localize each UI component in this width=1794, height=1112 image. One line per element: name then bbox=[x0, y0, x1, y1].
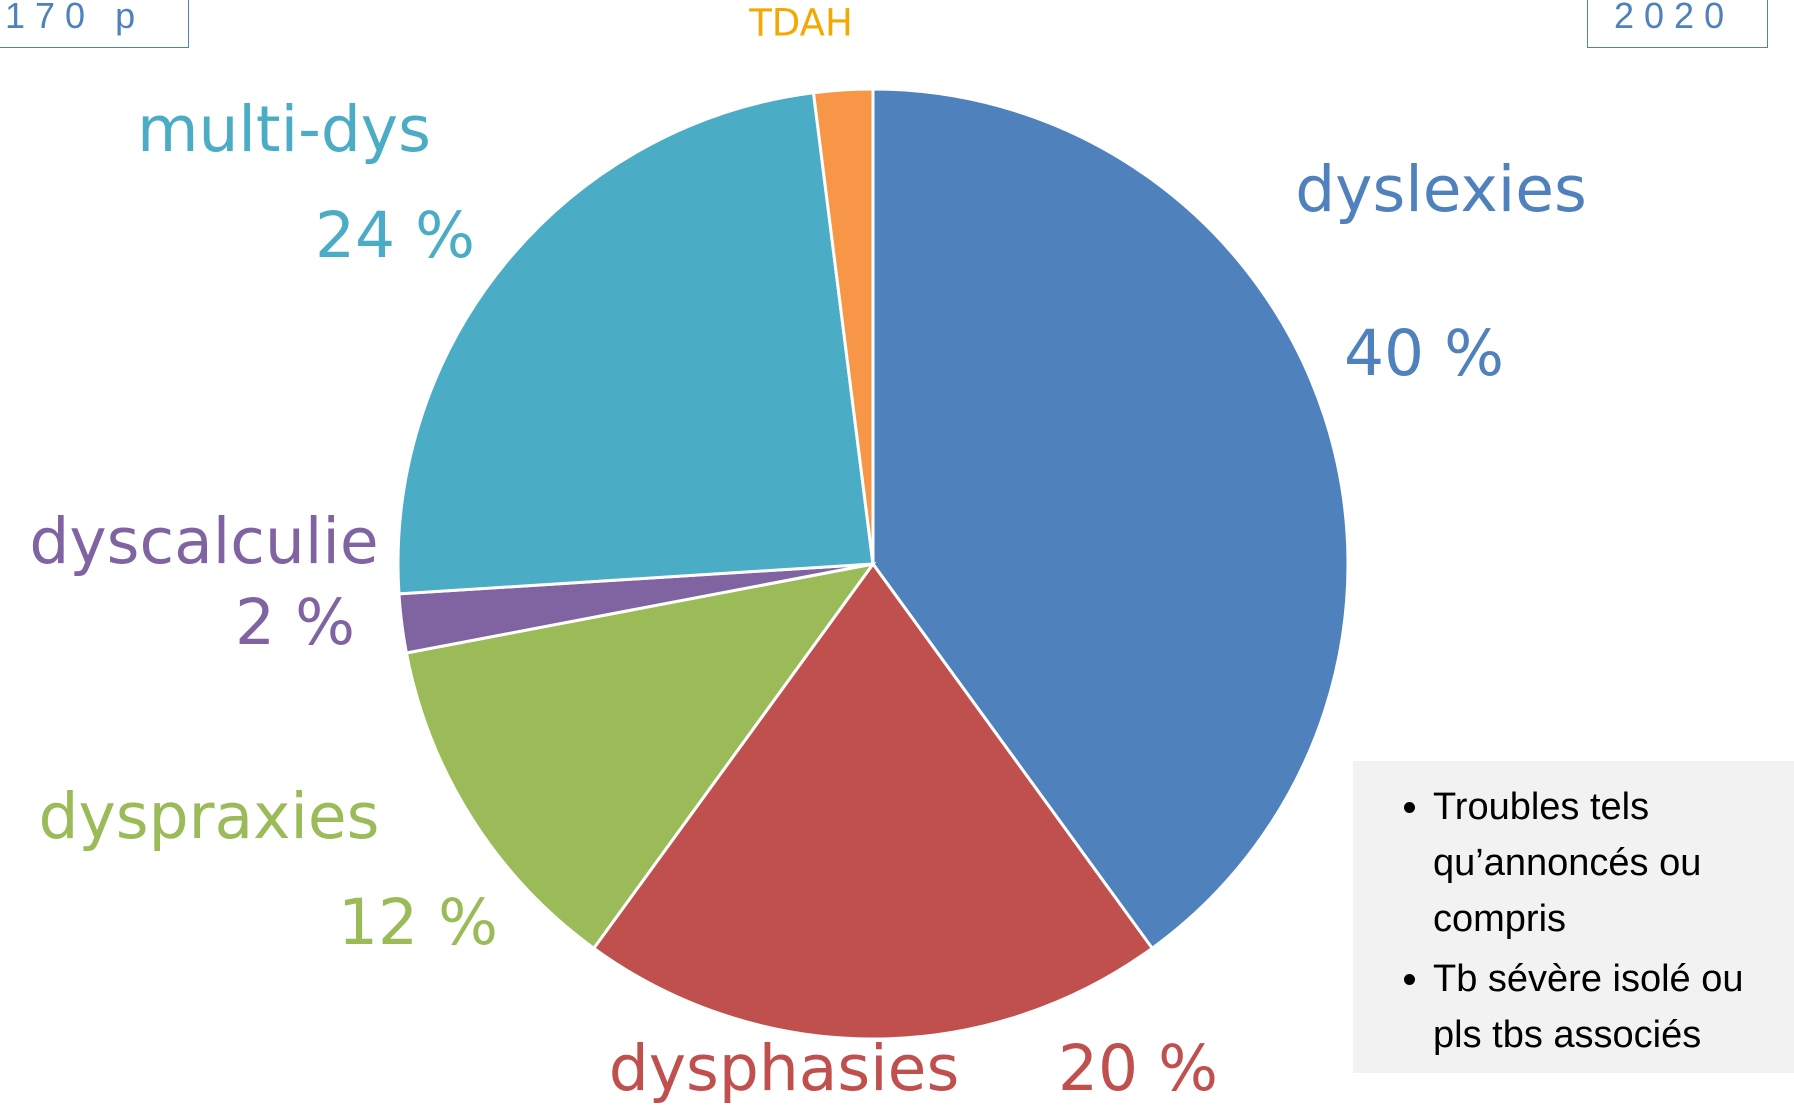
slice-label: TDAH bbox=[748, 2, 853, 45]
pie-slice bbox=[396, 91, 875, 596]
note-list: Troubles tels qu’annoncés ou compris Tb … bbox=[1353, 779, 1793, 1063]
header-left: 170 p bbox=[0, 0, 189, 48]
slice-label: multi-dys bbox=[137, 93, 431, 166]
value-label: 12 % bbox=[338, 886, 498, 959]
value-label: 24 % bbox=[315, 199, 475, 272]
pie-slice bbox=[871, 87, 1350, 951]
value-label: 2 % bbox=[235, 586, 355, 659]
slice-label: dyslexies bbox=[1295, 153, 1587, 226]
slice-label: dyspraxies bbox=[39, 780, 380, 853]
slice-label: dysphasies bbox=[609, 1032, 960, 1105]
pie-slice bbox=[404, 561, 877, 951]
value-label: 20 % bbox=[1058, 1032, 1218, 1105]
value-label: 40 % bbox=[1344, 317, 1504, 390]
pie-slice bbox=[811, 87, 875, 565]
header-right: 2020 bbox=[1587, 0, 1768, 48]
note-item: Troubles tels qu’annoncés ou compris bbox=[1433, 779, 1793, 947]
pie-slice bbox=[591, 561, 1155, 1041]
note-box: Troubles tels qu’annoncés ou compris Tb … bbox=[1353, 761, 1794, 1073]
slice-label: dyscalculie bbox=[29, 505, 378, 578]
note-item: Tb sévère isolé ou pls tbs associés bbox=[1433, 951, 1793, 1063]
